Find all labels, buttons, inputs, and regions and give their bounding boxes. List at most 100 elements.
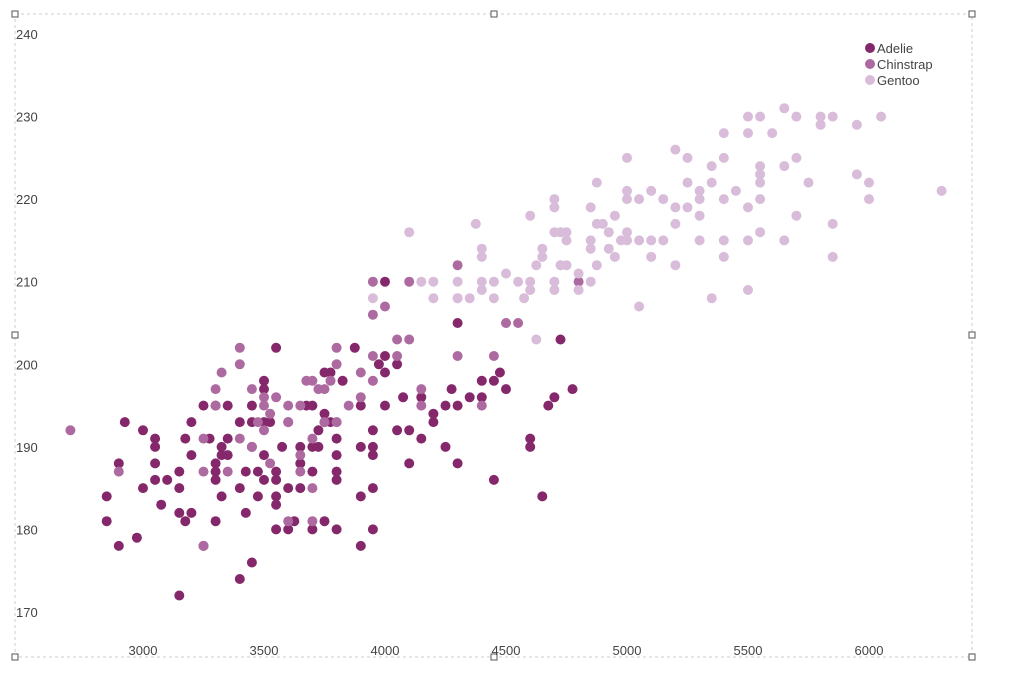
adelie-point[interactable]: [416, 392, 427, 403]
adelie-point[interactable]: [252, 466, 263, 477]
gentoo-point[interactable]: [591, 177, 602, 188]
adelie-point[interactable]: [452, 318, 463, 328]
gentoo-point[interactable]: [779, 161, 790, 172]
gentoo-point[interactable]: [706, 161, 717, 172]
gentoo-point[interactable]: [694, 185, 705, 196]
adelie-point[interactable]: [319, 408, 330, 419]
gentoo-point[interactable]: [591, 260, 602, 271]
adelie-point[interactable]: [234, 483, 245, 494]
chinstrap-point[interactable]: [234, 433, 245, 444]
gentoo-point[interactable]: [622, 194, 632, 205]
gentoo-point[interactable]: [755, 169, 766, 180]
adelie-point[interactable]: [101, 516, 112, 527]
adelie-point[interactable]: [355, 540, 366, 551]
gentoo-point[interactable]: [864, 194, 874, 205]
chinstrap-point[interactable]: [325, 375, 336, 386]
gentoo-point[interactable]: [476, 276, 487, 287]
adelie-point[interactable]: [240, 507, 251, 518]
gentoo-point[interactable]: [827, 218, 838, 229]
adelie-point[interactable]: [404, 425, 415, 436]
gentoo-point[interactable]: [827, 251, 838, 262]
adelie-point[interactable]: [101, 491, 112, 502]
gentoo-point[interactable]: [549, 276, 560, 287]
gentoo-point[interactable]: [549, 285, 560, 295]
resize-handle-bottom[interactable]: [490, 653, 498, 661]
gentoo-point[interactable]: [694, 210, 705, 221]
gentoo-point[interactable]: [755, 161, 766, 172]
adelie-point[interactable]: [174, 507, 185, 518]
adelie-point[interactable]: [355, 491, 366, 502]
chinstrap-point[interactable]: [234, 342, 245, 353]
adelie-point[interactable]: [367, 524, 378, 535]
adelie-point[interactable]: [549, 392, 560, 403]
adelie-point[interactable]: [313, 441, 324, 452]
adelie-point[interactable]: [367, 441, 378, 452]
gentoo-point[interactable]: [519, 293, 530, 304]
adelie-point[interactable]: [156, 499, 167, 510]
gentoo-point[interactable]: [585, 235, 596, 246]
adelie-point[interactable]: [452, 458, 463, 469]
gentoo-point[interactable]: [670, 144, 681, 155]
resize-handle-bottom-right[interactable]: [968, 653, 976, 661]
adelie-point[interactable]: [186, 507, 197, 518]
adelie-point[interactable]: [131, 532, 142, 543]
chinstrap-point[interactable]: [210, 384, 221, 395]
chinstrap-point[interactable]: [452, 260, 463, 271]
adelie-point[interactable]: [380, 351, 390, 361]
adelie-point[interactable]: [537, 491, 548, 502]
gentoo-point[interactable]: [646, 235, 657, 246]
gentoo-point[interactable]: [743, 235, 753, 246]
gentoo-point[interactable]: [755, 111, 766, 122]
adelie-point[interactable]: [259, 474, 269, 485]
adelie-point[interactable]: [367, 450, 378, 461]
adelie-point[interactable]: [476, 375, 487, 386]
gentoo-point[interactable]: [476, 285, 487, 295]
gentoo-point[interactable]: [876, 111, 887, 122]
adelie-point[interactable]: [222, 433, 233, 444]
gentoo-point[interactable]: [634, 235, 645, 246]
gentoo-point[interactable]: [767, 128, 778, 139]
adelie-point[interactable]: [271, 342, 282, 353]
gentoo-point[interactable]: [561, 227, 572, 238]
adelie-point[interactable]: [216, 491, 227, 502]
chinstrap-point[interactable]: [355, 367, 366, 378]
gentoo-point[interactable]: [622, 227, 632, 238]
chinstrap-point[interactable]: [283, 417, 294, 428]
adelie-point[interactable]: [452, 400, 463, 411]
adelie-point[interactable]: [416, 433, 427, 444]
adelie-point[interactable]: [398, 392, 409, 403]
chinstrap-point[interactable]: [319, 384, 330, 395]
adelie-point[interactable]: [404, 458, 415, 469]
adelie-point[interactable]: [252, 491, 263, 502]
adelie-point[interactable]: [440, 441, 451, 452]
gentoo-point[interactable]: [622, 185, 632, 196]
resize-handle-top[interactable]: [490, 10, 498, 18]
legend-label-gentoo[interactable]: Gentoo: [877, 73, 920, 88]
chinstrap-point[interactable]: [234, 359, 245, 370]
adelie-point[interactable]: [501, 384, 511, 395]
chinstrap-point[interactable]: [367, 309, 378, 320]
gentoo-point[interactable]: [488, 276, 499, 287]
adelie-point[interactable]: [543, 400, 554, 411]
adelie-point[interactable]: [180, 516, 191, 527]
gentoo-point[interactable]: [464, 293, 475, 304]
adelie-point[interactable]: [295, 458, 306, 469]
gentoo-point[interactable]: [743, 111, 753, 122]
adelie-point[interactable]: [392, 425, 403, 436]
legend-label-chinstrap[interactable]: Chinstrap: [877, 57, 933, 72]
adelie-point[interactable]: [234, 574, 245, 584]
adelie-point[interactable]: [494, 367, 505, 378]
adelie-point[interactable]: [174, 483, 185, 494]
chinstrap-point[interactable]: [210, 400, 221, 411]
chinstrap-point[interactable]: [259, 425, 269, 436]
gentoo-point[interactable]: [428, 293, 439, 304]
adelie-point[interactable]: [246, 557, 257, 568]
adelie-point[interactable]: [525, 441, 536, 452]
gentoo-point[interactable]: [791, 111, 802, 122]
chinstrap-point[interactable]: [367, 351, 378, 361]
gentoo-point[interactable]: [718, 194, 729, 205]
adelie-point[interactable]: [337, 375, 348, 386]
gentoo-point[interactable]: [851, 169, 862, 180]
adelie-point[interactable]: [355, 441, 366, 452]
chinstrap-point[interactable]: [331, 342, 342, 353]
